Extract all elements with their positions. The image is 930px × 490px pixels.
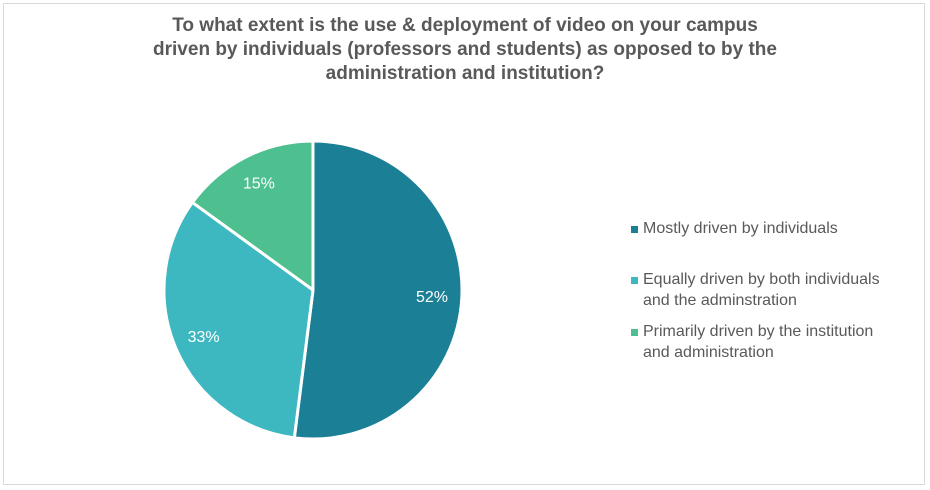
data-label-mostly-individuals: 52%	[416, 289, 448, 306]
legend-label-primarily-institution: Primarily driven by the institution and …	[643, 323, 874, 361]
legend-swatch-mostly-individuals	[631, 226, 638, 233]
chart-title-line-3: administration and institution?	[325, 63, 605, 84]
data-label-equally-driven: 33%	[188, 329, 220, 346]
pie-slice-mostly-individuals	[292, 139, 464, 441]
pie-slice-equally-driven	[162, 200, 315, 440]
data-label-primarily-institution: 15%	[243, 175, 275, 192]
chart-title-line-2: driven by individuals (professors and st…	[153, 39, 777, 60]
legend-swatch-primarily-institution	[631, 329, 638, 336]
chart-frame	[3, 3, 925, 485]
chart-title-line-1: To what extent is the use & deployment o…	[172, 15, 758, 36]
pie-slice-primarily-institution	[190, 139, 315, 292]
legend-label-mostly-individuals: Mostly driven by individuals	[643, 220, 838, 237]
legend-swatch-equally-driven	[631, 277, 638, 284]
chart-title: To what extent is the use & deployment o…	[60, 14, 870, 86]
legend-label-equally-driven: Equally driven by both individuals and t…	[643, 271, 880, 309]
